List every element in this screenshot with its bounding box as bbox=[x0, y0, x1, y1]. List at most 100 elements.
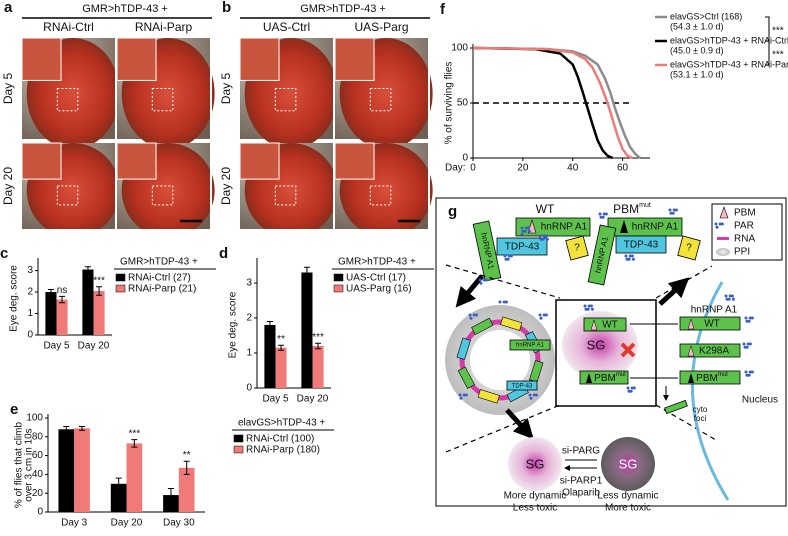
nuclear-envelope bbox=[691, 281, 730, 501]
variant-box bbox=[679, 343, 741, 358]
inset-region bbox=[369, 88, 392, 112]
eye-mask bbox=[210, 38, 212, 139]
legend-label: RNA bbox=[734, 234, 755, 245]
legend-label: elavGS>Ctrl (168) bbox=[670, 11, 742, 21]
bar bbox=[163, 495, 179, 512]
par-dot bbox=[509, 254, 513, 258]
par-dot bbox=[598, 212, 602, 216]
x-tick-label: 0 bbox=[470, 163, 476, 174]
x-tick-label: 60 bbox=[617, 163, 629, 174]
par-dot bbox=[747, 319, 751, 323]
x-tick-label: Day 20 bbox=[111, 518, 143, 529]
par-dot bbox=[544, 234, 548, 238]
tdp-label: TDP-43 bbox=[505, 242, 540, 253]
legend-swatch bbox=[233, 445, 244, 454]
par-dot bbox=[462, 393, 466, 397]
unknown-box bbox=[677, 235, 701, 261]
treatment-label: Olaparib bbox=[562, 488, 600, 499]
legend-title: elavGS>hTDP-43 + bbox=[238, 418, 325, 429]
inset-region bbox=[274, 185, 297, 206]
bar bbox=[312, 346, 324, 388]
row-label: Day 20 bbox=[219, 167, 233, 205]
inset bbox=[116, 37, 157, 81]
par-dot bbox=[627, 389, 631, 393]
par-dot bbox=[715, 225, 719, 229]
par-dot bbox=[523, 229, 527, 233]
bar bbox=[110, 483, 127, 512]
pbm-mut-icon bbox=[620, 220, 628, 233]
error-bar bbox=[131, 439, 138, 448]
par-dot bbox=[625, 257, 629, 261]
legend-label: elavGS>hTDP-43 + RNAi-Parp (225) bbox=[670, 59, 788, 69]
variant-box bbox=[579, 370, 629, 385]
hnrnp-box bbox=[472, 220, 502, 282]
legend-sublabel: (45.0 ± 0.9 d) bbox=[670, 45, 723, 55]
par-dot bbox=[602, 212, 606, 216]
variant-label: WT bbox=[602, 320, 618, 331]
protein-stick bbox=[471, 317, 494, 335]
row-label: Day 5 bbox=[219, 73, 233, 105]
inset bbox=[21, 37, 62, 81]
bar bbox=[82, 269, 94, 335]
par-dot bbox=[479, 281, 483, 285]
variant-box bbox=[679, 316, 741, 331]
equilibrium-arrow bbox=[565, 459, 597, 468]
y-axis-label: Eye deg. score bbox=[228, 291, 239, 358]
unknown-label: ? bbox=[686, 243, 692, 254]
error-bar bbox=[47, 288, 54, 296]
error-bar bbox=[63, 425, 70, 433]
legend-label: UAS-Ctrl (17) bbox=[346, 273, 406, 284]
pbm-icon bbox=[590, 319, 598, 331]
par-dot bbox=[534, 393, 538, 397]
significance: ** bbox=[277, 334, 285, 345]
state-label: Less toxic bbox=[513, 503, 557, 514]
x-tick-label: Day 30 bbox=[163, 518, 195, 529]
significance: *** bbox=[129, 428, 141, 439]
variant-label: K298A bbox=[699, 346, 729, 357]
legend-label: PBM bbox=[734, 208, 756, 219]
y-tick-label: 1 bbox=[246, 348, 252, 359]
par-dot bbox=[498, 300, 502, 304]
par-dot bbox=[541, 237, 545, 241]
par-dot bbox=[527, 229, 531, 233]
mut-title-main: PBM bbox=[613, 202, 639, 216]
par-dot bbox=[730, 294, 734, 298]
par-dot bbox=[521, 229, 525, 233]
x-tick-label: Day 5 bbox=[262, 394, 289, 405]
variant-main: PBM bbox=[594, 373, 616, 384]
y-axis-label: over 3 cm in 10s bbox=[24, 428, 35, 501]
column-label: UAS-Parg bbox=[354, 20, 408, 34]
variant-label: PBMmut bbox=[696, 372, 728, 384]
tdp-box bbox=[615, 235, 667, 254]
bar bbox=[93, 290, 105, 335]
legend-sublabel: (54.3 ± 1.0 d) bbox=[670, 21, 723, 31]
panel-label: b bbox=[222, 0, 231, 16]
treatment-label: si-PARG bbox=[562, 446, 600, 457]
x-tick-label: 40 bbox=[567, 163, 579, 174]
eye-mask bbox=[115, 143, 117, 229]
eye-mask bbox=[428, 38, 430, 139]
par-dot bbox=[748, 316, 752, 320]
y-tick-label: 0 bbox=[462, 153, 468, 164]
pbm-mut-icon bbox=[586, 373, 592, 383]
par-dot bbox=[539, 316, 543, 320]
par-dot bbox=[668, 208, 672, 212]
inset-region bbox=[56, 88, 79, 112]
hnrnp-label: hnRNP A1 bbox=[541, 222, 588, 233]
diagram: g WT hnRNP A1 hnRNP A1 ? TDP-43 PBMmut h… bbox=[435, 197, 787, 507]
error-bar bbox=[315, 342, 322, 350]
bar bbox=[126, 443, 143, 512]
variant-sup: mut bbox=[718, 372, 728, 378]
bar bbox=[301, 272, 313, 388]
par-dot bbox=[520, 232, 524, 236]
toxic-sg bbox=[601, 437, 655, 491]
variant-label: WT bbox=[704, 319, 720, 330]
y-tick-label: 2 bbox=[246, 313, 252, 324]
par-dot bbox=[744, 370, 748, 374]
par-dot bbox=[586, 307, 590, 311]
par-dot bbox=[584, 307, 588, 311]
significance: ** bbox=[183, 450, 191, 461]
y-axis-label: Eye deg. score bbox=[9, 265, 20, 332]
sg-label: SG bbox=[619, 456, 638, 471]
par-dot bbox=[672, 208, 676, 212]
